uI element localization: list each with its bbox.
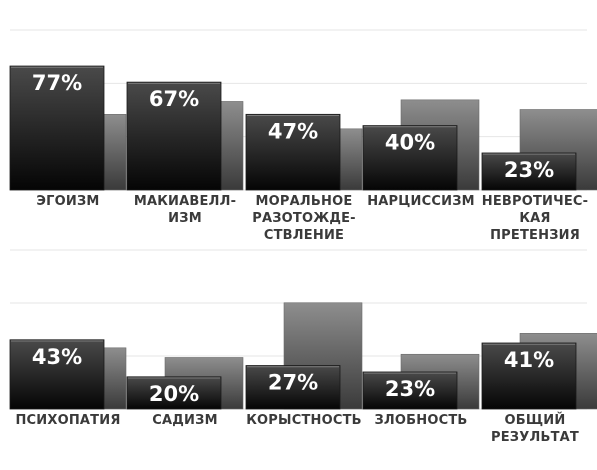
bars-layer: 77% 67% 47% 40% 23% 43% 20% 27% 23% 41%: [9, 65, 597, 410]
category-label: КОРЫСТНОСТЬ: [246, 413, 362, 428]
data-label: 77%: [32, 71, 82, 95]
category-label: ОБЩИЙ РЕЗУЛЬТАТ: [491, 413, 579, 445]
data-label: 43%: [32, 345, 82, 369]
data-label: 23%: [504, 158, 554, 182]
bar-value: [481, 152, 577, 191]
data-label: 20%: [149, 382, 199, 406]
bar-value: [126, 81, 222, 191]
data-label: 40%: [385, 131, 435, 155]
category-label: НЕВРОТИЧЕС- КАЯ ПРЕТЕНЗИЯ: [481, 194, 589, 243]
category-label: ПСИХОПАТИЯ: [15, 413, 121, 428]
category-label: ЭГОИЗМ: [36, 194, 100, 209]
category-label: ЗЛОБНОСТЬ: [374, 413, 468, 428]
data-label: 23%: [385, 377, 435, 401]
bar-value: [362, 125, 458, 191]
data-label: 67%: [149, 87, 199, 111]
bar-value: [481, 342, 577, 410]
category-label: НАРЦИССИЗМ: [367, 194, 475, 209]
bar-value: [362, 371, 458, 410]
bar-value: [9, 339, 105, 410]
category-label: МАКИАВЕЛЛ- ИЗМ: [133, 194, 237, 226]
data-label: 41%: [504, 348, 554, 372]
category-label: САДИЗМ: [152, 413, 218, 428]
bar-value: [9, 65, 105, 191]
data-label: 27%: [268, 371, 318, 395]
bar-value: [245, 113, 341, 191]
bar-value: [245, 365, 341, 410]
category-label: МОРАЛЬНОЕ РАЗОТОЖДЕ- СТВЛЕНИЕ: [252, 194, 356, 243]
bar-value: [126, 376, 222, 410]
data-label: 47%: [268, 119, 318, 143]
